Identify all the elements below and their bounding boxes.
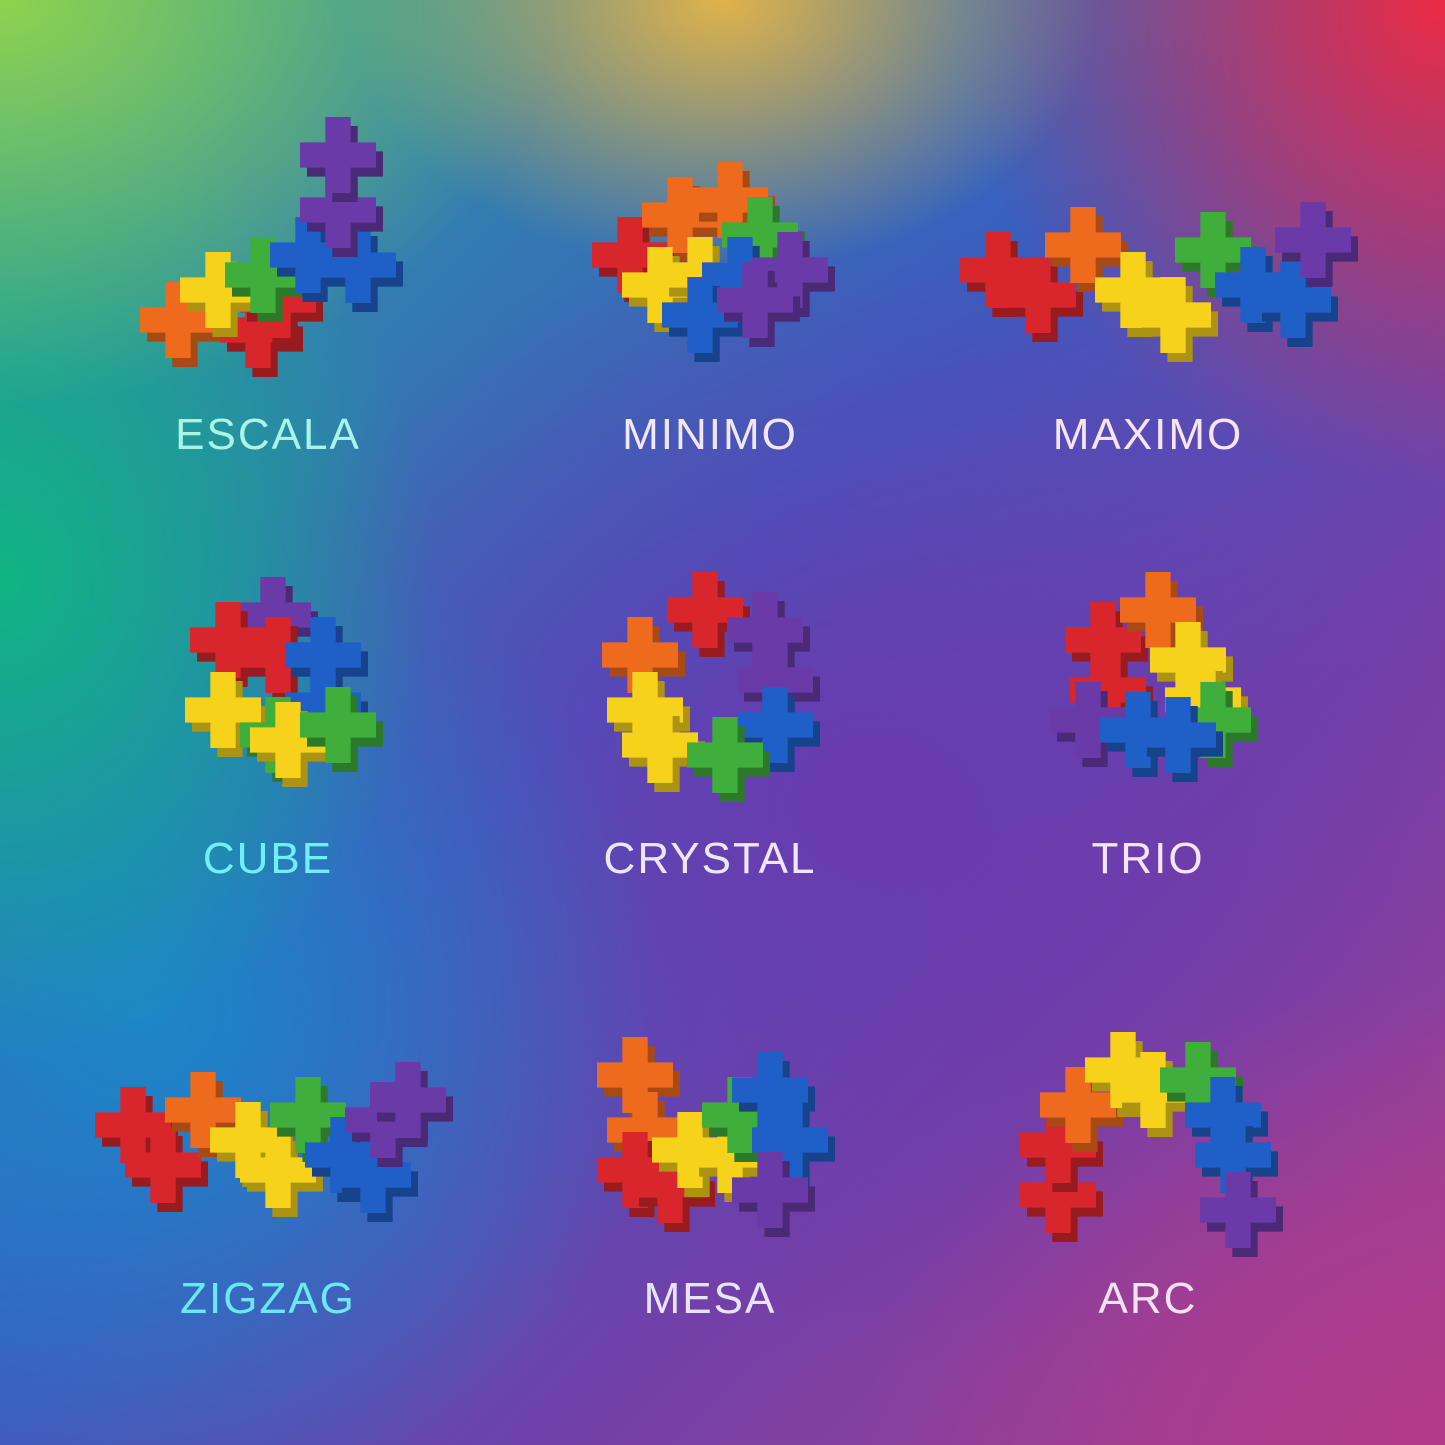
block-blue [285,617,362,693]
block-blue [662,277,738,354]
block-blue [702,237,778,314]
block-red [124,1127,201,1204]
block-red [960,232,1036,309]
label-maximo: MAXIMO [1052,410,1244,459]
block-red [240,617,317,693]
block-orange [165,1072,241,1149]
block-yellow [622,247,698,324]
block-yellow [250,702,327,778]
block-red [1070,652,1147,728]
label-crystal: CRYSTAL [603,834,817,883]
block-red [190,602,266,678]
block-red [592,217,668,293]
block-purple [1050,682,1127,758]
block-purple [737,642,813,718]
block-yellow [1085,1032,1162,1109]
block-red [95,1087,171,1164]
block-green [225,237,301,314]
block-red [667,572,743,648]
block-orange [607,1092,683,1169]
block-blue [1255,262,1332,339]
block-red [220,292,296,369]
block-orange [1045,207,1122,283]
block-purple [732,1152,808,1229]
block-yellow [180,252,256,329]
label-zigzag: ZIGZAG [180,1274,356,1323]
shape-arc [1020,1032,1284,1258]
block-blue [305,1117,382,1194]
block-orange [597,1037,673,1114]
block-purple [300,117,377,193]
label-trio: TRIO [1091,834,1205,883]
block-green [270,1077,347,1154]
block-purple [300,172,377,248]
block-blue [752,1102,828,1179]
block-blue [285,667,362,743]
block-yellow [240,1132,317,1209]
block-purple [727,592,803,668]
block-yellow [210,1102,286,1179]
block-green [702,1077,778,1154]
block-yellow [1115,1052,1192,1129]
block-green [687,717,763,793]
block-yellow [662,237,738,314]
block-green [1175,682,1252,758]
shape-maximo [960,202,1359,363]
block-green [722,197,798,273]
shape-cube [185,577,384,787]
block-red [1065,602,1142,678]
block-orange [642,177,718,253]
block-yellow [1095,252,1172,329]
block-orange [602,617,678,693]
block-orange [1120,572,1197,648]
block-blue [1100,692,1177,768]
label-escala: ESCALA [175,410,361,459]
block-purple [1275,202,1352,278]
shape-escala [140,117,404,378]
label-minimo: MINIMO [622,410,798,459]
block-purple [1200,1172,1277,1249]
block-red [1020,1107,1097,1184]
block-blue [1140,697,1217,773]
block-orange [692,162,768,238]
block-red [1000,257,1077,334]
block-purple [717,262,793,339]
label-cube: CUBE [202,834,334,883]
block-yellow [1150,622,1227,698]
block-blue [1215,247,1292,324]
shape-mesa [597,1037,835,1238]
block-yellow [652,1112,728,1189]
label-mesa: MESA [643,1274,777,1323]
block-purple [370,1062,447,1139]
block-blue [270,217,347,293]
block-red [632,1147,708,1224]
shape-crystal [602,572,820,802]
block-orange [140,282,216,359]
block-orange [1040,1067,1117,1144]
block-green [300,687,377,763]
shape-trio [1050,572,1259,782]
block-blue [335,1137,412,1214]
block-green [1175,212,1252,288]
block-blue [320,227,397,303]
block-blue [1195,1117,1272,1194]
block-blue [737,687,813,763]
block-purple [235,577,312,653]
shape-zigzag [95,1062,454,1223]
block-yellow [692,1117,768,1194]
block-yellow [185,672,261,748]
shape-minimo [592,162,835,363]
block-yellow [622,707,698,783]
block-red [1020,1157,1097,1234]
block-green [1160,1042,1237,1119]
block-yellow [1135,277,1212,354]
block-yellow [607,672,683,748]
block-blue [732,1052,808,1129]
block-purple [752,232,828,309]
block-blue [1185,1077,1262,1154]
label-arc: ARC [1098,1274,1198,1323]
block-red [597,1132,673,1209]
